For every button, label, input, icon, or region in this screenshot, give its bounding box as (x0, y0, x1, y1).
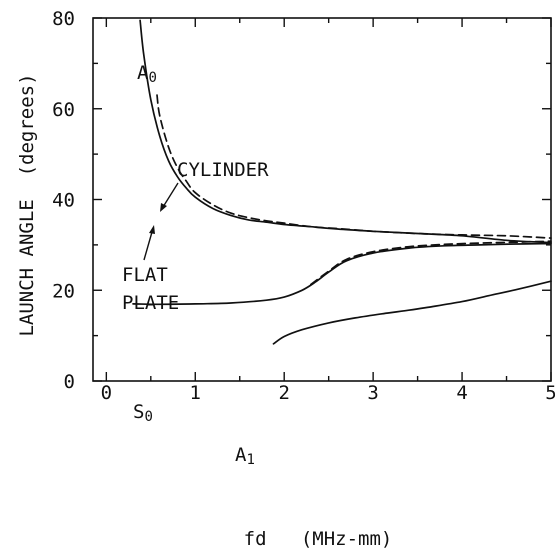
annotation-s0-subscript: 0 (144, 409, 152, 425)
tick-labels: 0 1 2 3 4 5 0 20 40 60 80 (52, 8, 555, 404)
x-tick-label: 4 (456, 382, 467, 404)
y-tick-label: 20 (52, 280, 75, 302)
axis-ticks (93, 17, 552, 382)
x-tick-label: 0 (101, 382, 112, 404)
y-axis-title: LAUNCH ANGLE (degrees) (16, 73, 38, 336)
x-tick-label: 3 (367, 382, 378, 404)
y-tick-label: 80 (52, 8, 75, 30)
series-line-0 (139, 19, 552, 244)
x-axis-title: fd (MHz-mm) (244, 528, 393, 550)
y-tick-label: 40 (52, 190, 75, 212)
plot-frame (92, 17, 552, 382)
series-line-3 (310, 240, 552, 286)
cylinder-pointer (162, 182, 179, 208)
annotation-flat: FLAT (122, 264, 168, 286)
annotation-a1: A1 (235, 444, 255, 468)
annotation-a1-subscript: 1 (246, 452, 254, 468)
annotation-a0-subscript: 0 (148, 70, 156, 86)
cylinder-pointer-arrowhead (160, 203, 167, 212)
x-tick-label: 1 (190, 382, 201, 404)
y-tick-label: 60 (52, 99, 75, 121)
annotation-plate: PLATE (122, 292, 179, 314)
x-tick-label: 5 (545, 382, 555, 404)
flat-plate-pointer (143, 231, 153, 261)
series-line-2 (132, 242, 552, 306)
annotation-a1-letter: A (235, 444, 247, 466)
x-tick-label: 2 (278, 382, 289, 404)
annotation-s0: S0 (133, 401, 153, 425)
flat-plate-pointer-arrowhead (149, 225, 155, 234)
series-layer (132, 19, 552, 345)
annotation-s0-letter: S (133, 401, 144, 423)
annotation-a0-letter: A (137, 62, 149, 84)
annotation-cylinder: CYLINDER (177, 159, 269, 181)
annotation-a0: A0 (137, 62, 157, 86)
series-line-1 (156, 94, 552, 239)
y-tick-label: 0 (64, 371, 75, 393)
series-line-4 (272, 280, 552, 345)
